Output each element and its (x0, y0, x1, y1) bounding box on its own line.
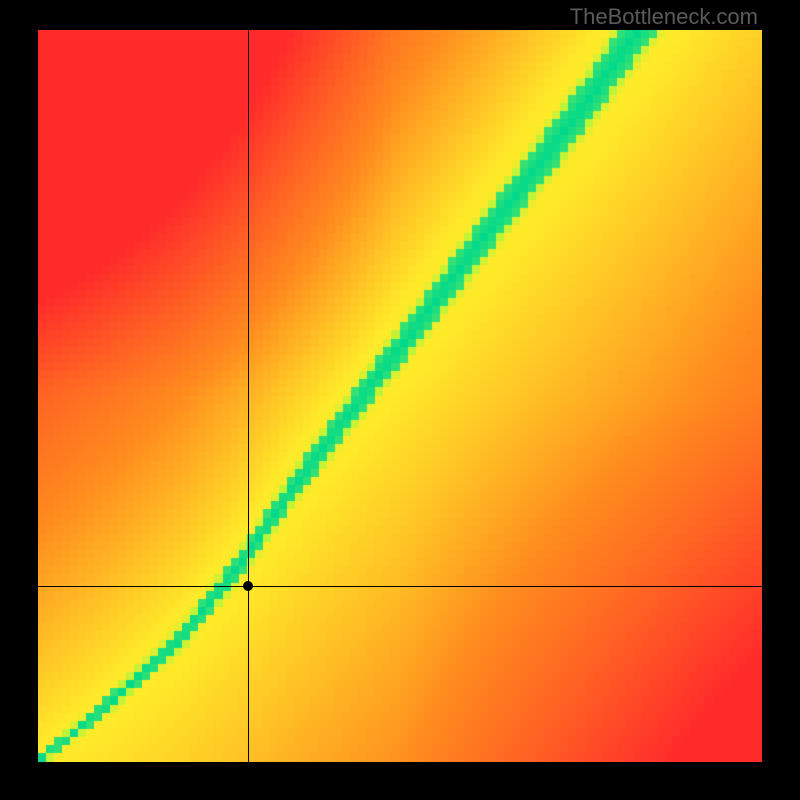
crosshair-horizontal (38, 586, 762, 587)
marker-dot (243, 581, 253, 591)
heatmap-plot (38, 30, 762, 762)
watermark-text: TheBottleneck.com (570, 4, 758, 30)
crosshair-vertical (248, 30, 249, 762)
chart-frame: TheBottleneck.com (0, 0, 800, 800)
heatmap-canvas (38, 30, 762, 762)
